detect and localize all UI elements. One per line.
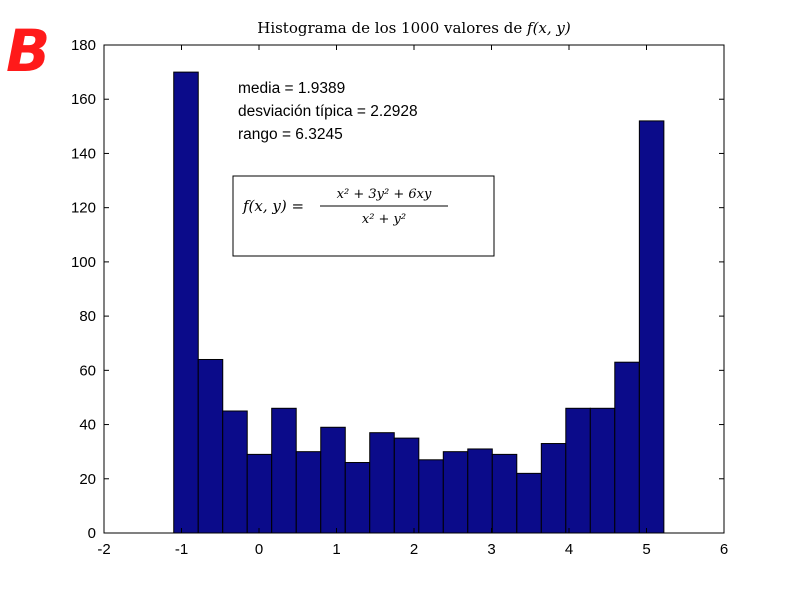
histogram-bar [565, 407, 591, 534]
y-tick-label: 20 [79, 471, 96, 488]
stats-annotation: media = 1.9389 desviación típica = 2.292… [238, 80, 418, 143]
formula-box: f(x, y) = x² + 3y² + 6xy x² + y² [232, 175, 495, 257]
stat-range: rango = 6.3245 [238, 126, 343, 143]
x-tick-label: -2 [97, 541, 110, 558]
stat-mean: media = 1.9389 [238, 80, 345, 97]
bars-group [173, 71, 665, 534]
panel-label: B [6, 17, 51, 85]
chart-title-math: f(x, y) [526, 19, 571, 37]
histogram-bar [320, 426, 346, 534]
histogram-bar [295, 451, 322, 534]
histogram-bar [614, 361, 640, 534]
y-tick-label: 80 [79, 308, 96, 325]
histogram-bar [197, 358, 224, 534]
histogram-bar [246, 453, 273, 534]
histogram-bar [516, 472, 542, 534]
histogram-bar [638, 120, 665, 534]
chart-title-text: Histograma de los 1000 valores de [257, 19, 527, 37]
histogram-bar [173, 71, 199, 534]
formula-lhs: f(x, y) = [242, 197, 304, 215]
x-tick-label: -1 [175, 541, 188, 558]
histogram-bar [222, 410, 248, 534]
x-tick-label: 5 [642, 541, 650, 558]
y-tick-label: 140 [71, 145, 96, 162]
histogram-bar [467, 448, 493, 534]
y-tick-label: 120 [71, 200, 96, 217]
histogram-bar [271, 407, 297, 534]
formula-numerator: x² + 3y² + 6xy [337, 187, 432, 202]
formula-border [232, 175, 495, 257]
histogram-bar [589, 407, 616, 534]
x-tick-label: 4 [565, 541, 573, 558]
x-tick-label: 0 [255, 541, 263, 558]
x-tick-label: 3 [487, 541, 495, 558]
y-tick-label: 180 [71, 37, 96, 54]
y-tick-label: 0 [88, 525, 96, 542]
histogram-bar [393, 437, 420, 534]
x-tick-label: 2 [410, 541, 418, 558]
formula-denominator: x² + y² [362, 212, 406, 227]
histogram-bar [491, 453, 518, 534]
y-tick-label: 100 [71, 254, 96, 271]
chart-title: Histograma de los 1000 valores de f(x, y… [257, 19, 571, 37]
histogram-bar [442, 451, 469, 534]
histogram-bar [540, 443, 567, 534]
histogram-bar [418, 459, 444, 534]
histogram-bar [344, 462, 371, 534]
histogram-bar [369, 432, 395, 534]
y-tick-label: 160 [71, 91, 96, 108]
y-tick-label: 60 [79, 362, 96, 379]
stat-std: desviación típica = 2.2928 [238, 103, 418, 120]
y-tick-label: 40 [79, 417, 96, 434]
x-tick-label: 6 [720, 541, 728, 558]
x-tick-label: 1 [332, 541, 340, 558]
